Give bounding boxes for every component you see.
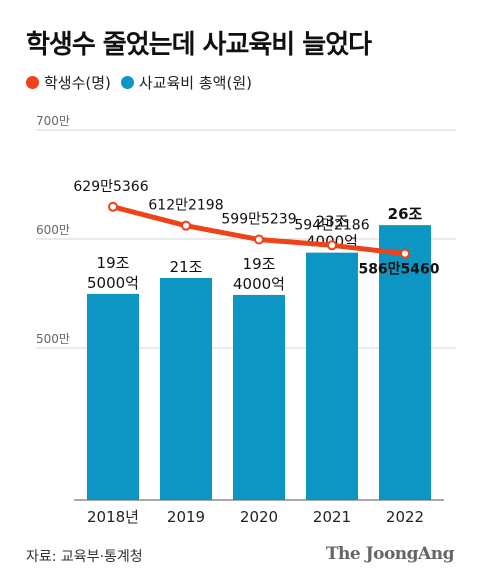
x-tick-label: 2018년 bbox=[87, 508, 139, 526]
bar-value-label: 19조 bbox=[97, 254, 130, 272]
line-point bbox=[400, 248, 410, 259]
line-value-label: 629만5366 bbox=[73, 179, 148, 195]
line-point bbox=[181, 220, 191, 231]
bar-value-label: 26조 bbox=[388, 205, 423, 223]
legend-swatch-spending bbox=[120, 76, 134, 89]
legend-label-spending: 사교육비 총액(원) bbox=[138, 74, 252, 92]
x-tick-label: 2019 bbox=[167, 508, 205, 526]
bar-value-label: 5000억 bbox=[87, 274, 139, 292]
line-value-label: 612만2198 bbox=[148, 198, 223, 214]
bar bbox=[87, 293, 139, 500]
legend: 학생수(명) 사교육비 총액(원) bbox=[26, 72, 262, 93]
x-tick-label: 2022 bbox=[386, 508, 424, 526]
legend-label-students: 학생수(명) bbox=[44, 74, 111, 92]
legend-item-students: 학생수(명) bbox=[26, 72, 111, 93]
line-point bbox=[254, 234, 264, 245]
y-tick-label: 700만 bbox=[36, 114, 70, 128]
bar-value-label: 4000억 bbox=[233, 275, 285, 293]
chart-title: 학생수 줄었는데 사교육비 늘었다 bbox=[26, 30, 372, 60]
bar bbox=[306, 252, 358, 500]
publisher-logo: The JoongAng bbox=[325, 544, 455, 564]
line-point bbox=[327, 240, 337, 251]
legend-item-spending: 사교육비 총액(원) bbox=[120, 72, 252, 93]
bar-value-label: 23조 bbox=[316, 213, 349, 231]
source-note: 자료: 교육부·통계청 bbox=[26, 549, 143, 565]
bar-value-label: 19조 bbox=[243, 255, 276, 273]
line-value-label: 594만2186 bbox=[294, 217, 369, 233]
line-value-label: 586만5460 bbox=[358, 262, 439, 278]
legend-swatch-students bbox=[26, 76, 39, 89]
line-value-label: 599만5239 bbox=[221, 212, 296, 228]
y-tick-label: 500만 bbox=[36, 332, 70, 346]
line-point bbox=[108, 201, 118, 212]
x-tick-label: 2021 bbox=[313, 508, 351, 526]
y-tick-label: 600만 bbox=[36, 223, 70, 237]
bar bbox=[160, 278, 212, 500]
x-tick-label: 2020 bbox=[240, 508, 278, 526]
bar bbox=[233, 294, 285, 500]
bar bbox=[379, 225, 431, 500]
bar-value-label: 21조 bbox=[170, 258, 203, 276]
